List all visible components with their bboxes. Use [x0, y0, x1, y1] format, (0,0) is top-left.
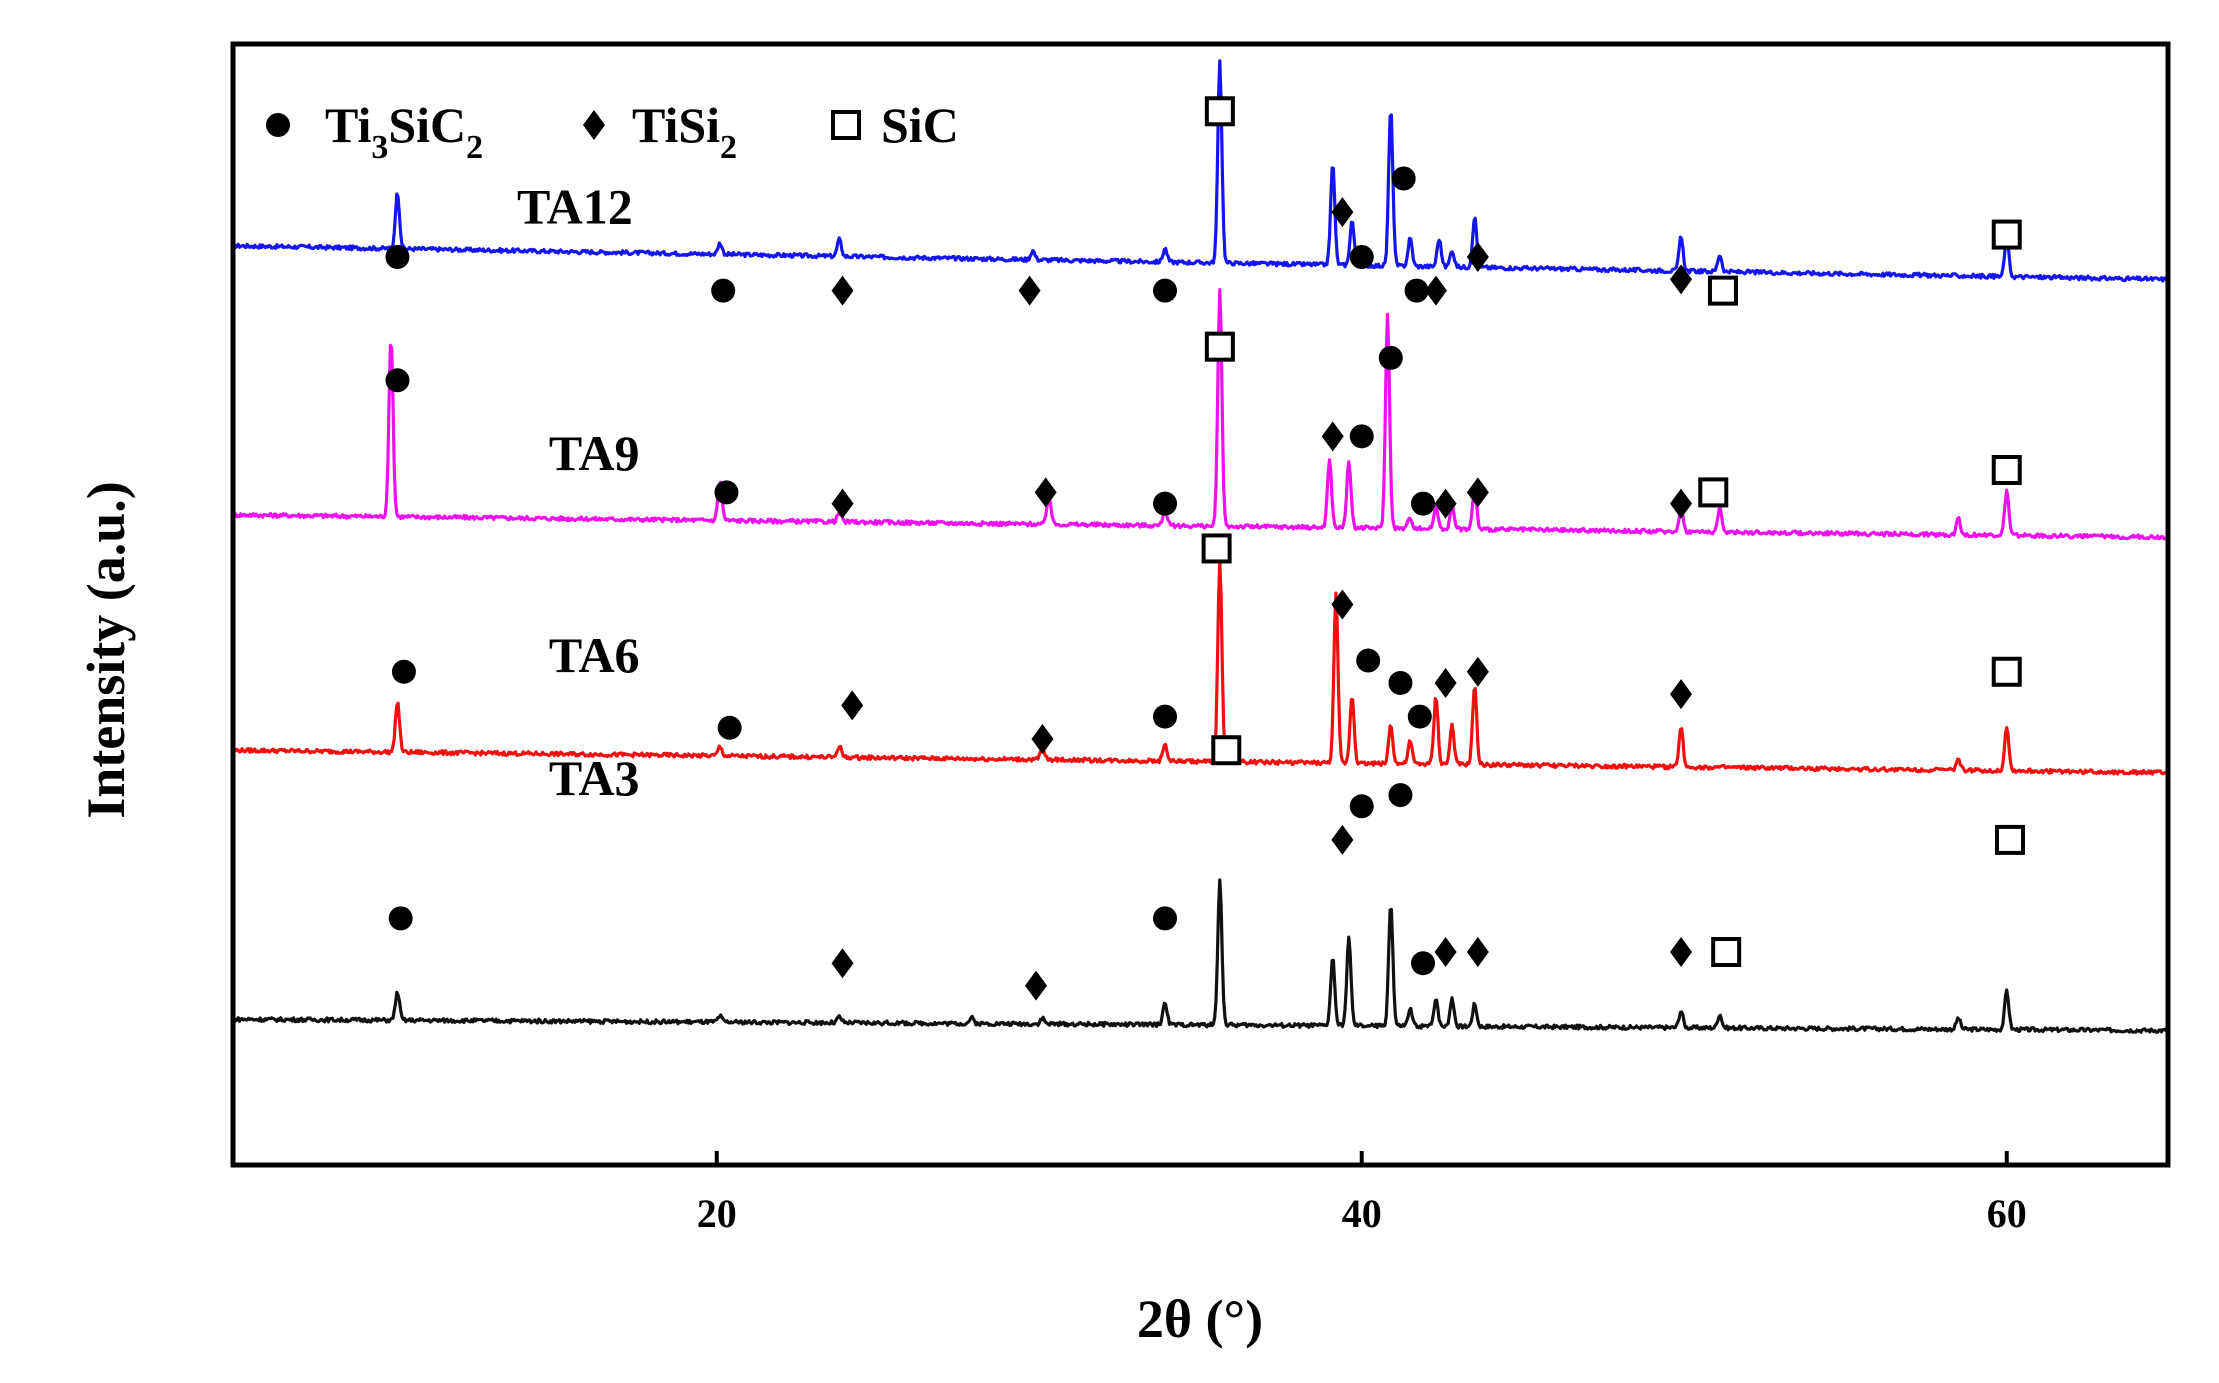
phase-marker-diamond — [831, 948, 854, 979]
series-line-ta6 — [231, 560, 2169, 776]
phase-marker-diamond — [1670, 264, 1693, 295]
phase-marker-circle — [388, 906, 413, 931]
phase-marker-circle — [1153, 704, 1178, 729]
phase-marker-square — [1698, 477, 1729, 508]
series-label-ta9: TA9 — [549, 425, 640, 481]
phase-marker-circle — [714, 480, 739, 505]
series-label-ta6: TA6 — [549, 627, 640, 683]
phase-marker-square — [1991, 454, 2022, 485]
phase-marker-diamond — [1321, 421, 1344, 452]
phase-marker-circle — [1349, 424, 1374, 449]
phase-marker-diamond — [1031, 724, 1054, 755]
phase-marker-square — [1204, 96, 1235, 127]
phase-marker-circle — [1349, 794, 1374, 819]
phase-marker-diamond — [1034, 477, 1057, 508]
legend-diamond-icon — [583, 110, 605, 140]
phase-marker-circle — [1349, 244, 1374, 269]
phase-marker-diamond — [1331, 589, 1354, 620]
phase-marker-circle — [385, 244, 410, 269]
phase-marker-diamond — [1466, 656, 1489, 687]
phase-marker-circle — [717, 715, 742, 740]
series-line-ta12 — [232, 59, 2169, 283]
phase-marker-square — [1711, 937, 1742, 968]
phase-marker-diamond — [1424, 275, 1447, 306]
phase-marker-circle — [1404, 278, 1429, 303]
phase-marker-square — [1211, 735, 1242, 766]
phase-marker-square — [1991, 656, 2022, 687]
phase-marker-circle — [1153, 906, 1178, 931]
phase-marker-diamond — [1466, 241, 1489, 272]
x-axis-title: 2θ (°) — [1137, 1289, 1263, 1349]
legend-circle-icon — [266, 113, 290, 137]
phase-marker-square — [1707, 275, 1738, 306]
phase-marker-circle — [1153, 278, 1178, 303]
phase-marker-diamond — [1434, 667, 1457, 698]
phase-marker-diamond — [1331, 197, 1354, 228]
marker-layer — [385, 96, 2025, 1001]
phase-marker-circle — [391, 659, 416, 684]
phase-marker-square — [1201, 533, 1232, 564]
phase-marker-diamond — [831, 488, 854, 519]
plot-frame — [230, 41, 2171, 1168]
x-axis: 20 40 60 — [697, 1151, 2027, 1236]
phase-marker-circle — [1411, 491, 1436, 516]
phase-marker-diamond — [831, 275, 854, 306]
phase-marker-diamond — [1670, 937, 1693, 968]
phase-marker-circle — [711, 278, 736, 303]
phase-marker-square — [1991, 219, 2022, 250]
series-label-layer: TA12 TA9 TA6 TA3 — [517, 178, 640, 806]
phase-marker-circle — [1411, 951, 1436, 976]
series-label-ta3: TA3 — [549, 750, 640, 806]
series-line-ta9 — [231, 288, 2169, 541]
phase-marker-circle — [1388, 783, 1413, 808]
x-tick-label: 60 — [1987, 1191, 2027, 1236]
series-layer — [231, 59, 2170, 1034]
phase-marker-diamond — [1466, 477, 1489, 508]
phase-marker-diamond — [1018, 275, 1041, 306]
legend-label-ti3sic2: Ti3SiC2 — [325, 97, 483, 166]
legend: Ti3SiC2 TiSi2 SiC — [266, 97, 959, 166]
x-tick-label: 40 — [1342, 1191, 1382, 1236]
phase-marker-square — [1994, 824, 2025, 855]
phase-marker-circle — [1391, 166, 1416, 191]
phase-marker-circle — [1356, 648, 1381, 673]
legend-square-icon — [831, 110, 861, 140]
phase-marker-diamond — [841, 690, 864, 721]
series-label-ta12: TA12 — [517, 178, 633, 234]
phase-marker-diamond — [1331, 824, 1354, 855]
phase-marker-diamond — [1434, 488, 1457, 519]
phase-marker-diamond — [1670, 488, 1693, 519]
phase-marker-circle — [1407, 704, 1432, 729]
phase-marker-circle — [385, 368, 410, 393]
phase-marker-circle — [1388, 670, 1413, 695]
phase-marker-circle — [1153, 491, 1178, 516]
phase-marker-diamond — [1466, 937, 1489, 968]
phase-marker-diamond — [1670, 679, 1693, 710]
phase-marker-diamond — [1434, 937, 1457, 968]
legend-label-sic: SiC — [881, 97, 959, 153]
legend-label-tisi2: TiSi2 — [632, 97, 737, 166]
phase-marker-square — [1204, 331, 1235, 362]
x-tick-label: 20 — [697, 1191, 737, 1236]
phase-marker-circle — [1378, 345, 1403, 370]
y-axis-title: Intensity (a.u.) — [76, 481, 136, 819]
series-line-ta3 — [232, 878, 2170, 1034]
phase-marker-diamond — [1025, 970, 1048, 1001]
